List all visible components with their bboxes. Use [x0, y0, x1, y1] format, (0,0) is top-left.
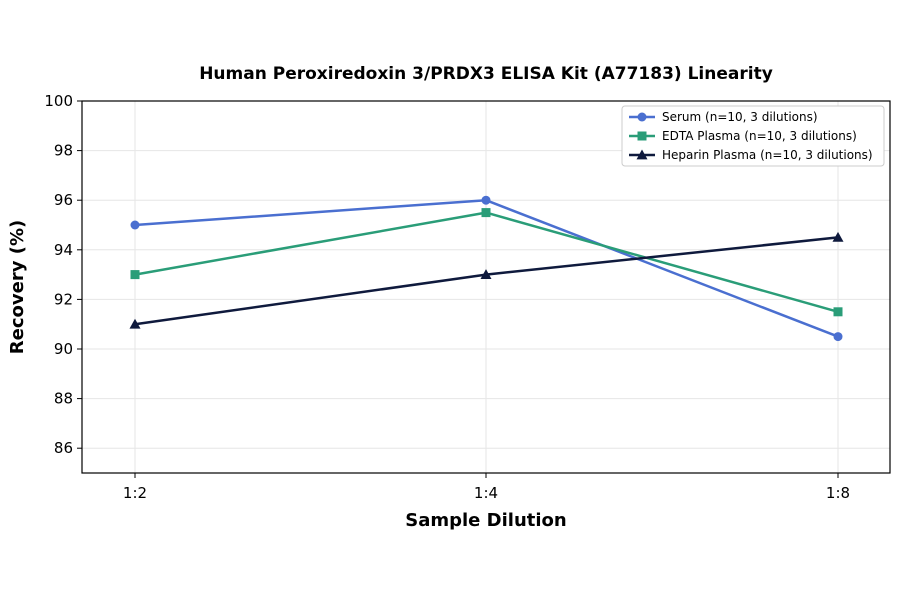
- legend: Serum (n=10, 3 dilutions) EDTA Plasma (n=…: [621, 105, 885, 167]
- y-tick-label: 86: [54, 439, 73, 457]
- y-axis-label: Recovery (%): [7, 220, 28, 354]
- data-point: [480, 269, 492, 279]
- series-3: [129, 231, 844, 329]
- x-tick-label: 1:2: [123, 484, 147, 502]
- legend-label: EDTA Plasma (n=10, 3 dilutions): [662, 129, 857, 143]
- y-tick-label: 90: [54, 340, 73, 358]
- plot-frame: [81, 100, 891, 474]
- data-point: [129, 318, 141, 329]
- chart-title: Human Peroxiredoxin 3/PRDX3 ELISA Kit (A…: [199, 64, 773, 84]
- x-tick-label: 1:4: [474, 484, 498, 502]
- series-layer: [129, 195, 844, 342]
- data-point: [481, 208, 491, 218]
- legend-marker: [637, 131, 647, 141]
- legend-item: Serum (n=10, 3 dilutions): [629, 110, 818, 124]
- y-tick-label: 88: [54, 390, 73, 408]
- tick-layer: 86 88 90 92 94 96 98 100 1:2 1:4 1:8: [44, 92, 850, 502]
- legend-marker: [637, 112, 647, 122]
- y-tick-label: 94: [54, 241, 73, 259]
- y-tick-label: 92: [54, 290, 73, 308]
- data-point: [832, 231, 844, 242]
- series-1: [130, 195, 843, 342]
- series-2: [130, 208, 843, 317]
- legend-label: Serum (n=10, 3 dilutions): [662, 110, 818, 124]
- x-tick-label: 1:8: [826, 484, 850, 502]
- y-tick-label: 96: [54, 191, 73, 209]
- data-point: [130, 220, 140, 230]
- x-axis-label: Sample Dilution: [405, 510, 566, 531]
- y-tick-label: 100: [44, 92, 73, 110]
- legend-item: EDTA Plasma (n=10, 3 dilutions): [629, 129, 857, 143]
- legend-marker: [636, 149, 648, 160]
- data-point: [833, 307, 843, 317]
- data-point: [833, 332, 843, 342]
- legend-box: [621, 105, 885, 167]
- legend-item: Heparin Plasma (n=10, 3 dilutions): [629, 148, 873, 162]
- data-point: [481, 195, 491, 205]
- legend-label: Heparin Plasma (n=10, 3 dilutions): [662, 148, 873, 162]
- y-tick-label: 98: [54, 142, 73, 160]
- data-point: [130, 270, 140, 280]
